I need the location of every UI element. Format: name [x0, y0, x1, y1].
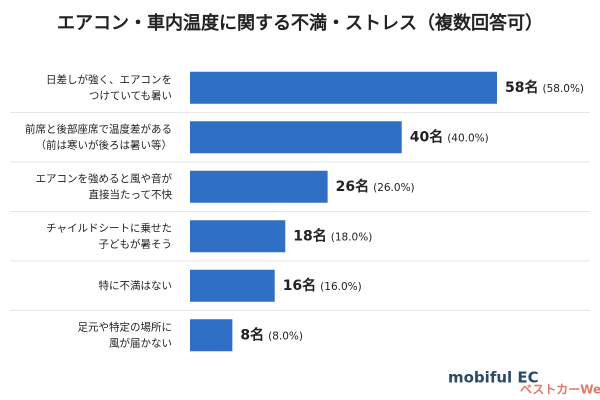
bar [190, 269, 275, 302]
value-label: 26名 [336, 178, 369, 195]
percent-label: (8.0%) [268, 330, 303, 342]
bar [190, 71, 497, 104]
bar [190, 319, 233, 352]
percent-label: (58.0%) [542, 83, 584, 95]
category-label: 足元や特定の場所に [78, 320, 173, 333]
category-label: 特に不満はない [99, 280, 173, 292]
category-label: 日差しが強く、エアコンを [46, 73, 172, 86]
brand-logo: mobiful EC [448, 369, 539, 387]
watermark: ベストカーWeb [520, 383, 600, 397]
percent-label: (16.0%) [320, 281, 362, 293]
bar [190, 170, 328, 203]
category-label: 子どもが暑そう [99, 237, 173, 250]
chart-title: エアコン・車内温度に関する不満・ストレス（複数回答可） [57, 12, 543, 34]
category-label: チャイルドシートに乗せた [46, 222, 172, 234]
percent-label: (40.0%) [447, 132, 489, 144]
value-label: 40名 [410, 128, 443, 145]
category-label: 直接当たって不快 [89, 188, 173, 201]
category-label: エアコンを強めると風や音が [36, 172, 173, 185]
category-label: （前は寒いが後ろは暑い等） [36, 138, 173, 151]
value-label: 16名 [283, 277, 316, 294]
category-label: つけていても暑い [89, 90, 172, 102]
value-label: 58名 [505, 79, 538, 96]
value-label: 18名 [293, 227, 326, 244]
value-label: 8名 [240, 326, 264, 343]
category-label: 風が届かない [109, 336, 172, 349]
percent-label: (26.0%) [373, 182, 415, 194]
category-label: 前席と後部座席で温度差がある [25, 122, 172, 135]
bar [190, 121, 402, 154]
percent-label: (18.0%) [331, 231, 373, 243]
bar [190, 220, 286, 253]
